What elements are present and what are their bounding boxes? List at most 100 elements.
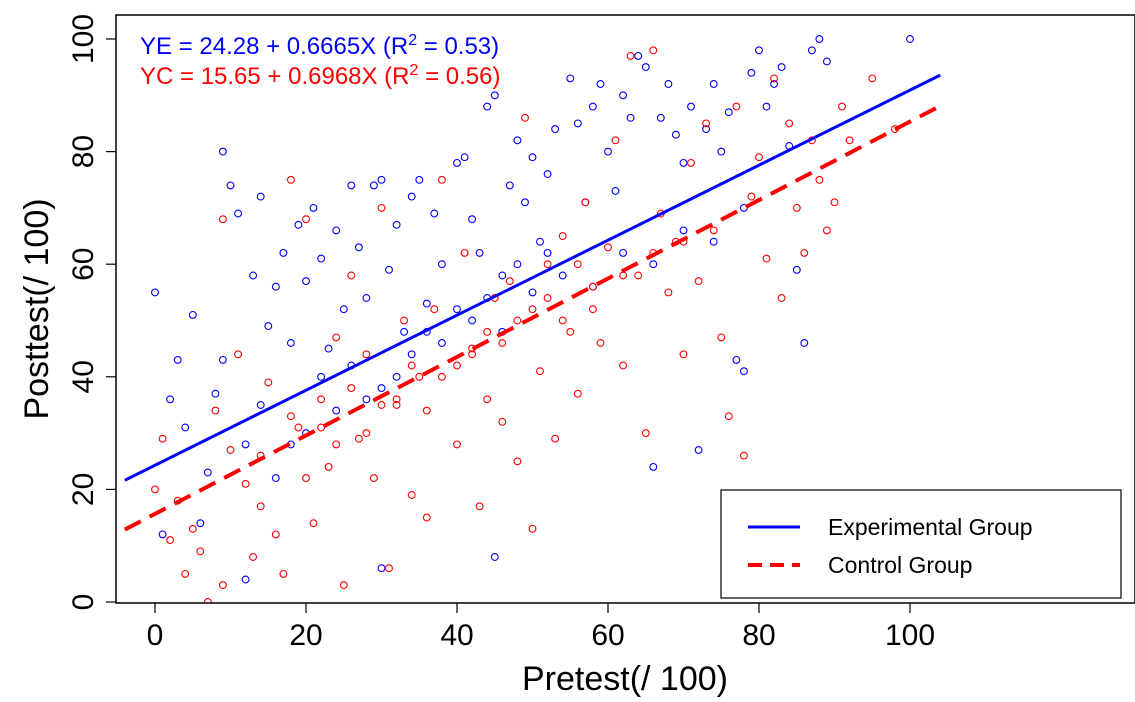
experimental-point — [807, 46, 816, 55]
control-point — [588, 282, 597, 291]
experimental-point — [611, 187, 620, 195]
experimental-point — [671, 130, 680, 139]
control-point — [815, 175, 824, 184]
y-tick-label: 80 — [67, 135, 100, 168]
control-point — [369, 474, 378, 483]
experimental-point — [596, 80, 605, 88]
experimental-point — [543, 170, 552, 179]
experimental-point — [732, 355, 741, 364]
x-tick-label: 60 — [591, 619, 624, 652]
experimental-point — [709, 80, 718, 88]
experimental-point — [717, 147, 726, 156]
experimental-point — [369, 181, 378, 190]
control-point — [785, 119, 794, 128]
control-point — [218, 581, 227, 590]
control-point — [271, 530, 280, 539]
experimental-point — [256, 401, 265, 409]
control-point — [536, 367, 544, 376]
experimental-point — [241, 440, 250, 449]
y-tick-label: 0 — [67, 594, 100, 611]
control-equation-sup: 2 — [410, 62, 419, 79]
control-equation: YC = 15.65 + 0.6968X (R2 = 0.56) — [140, 62, 500, 90]
control-point — [505, 277, 514, 286]
experimental-point — [241, 575, 250, 584]
control-point — [332, 440, 341, 449]
control-point — [422, 513, 431, 522]
experimental-point — [407, 350, 416, 359]
control-point — [377, 203, 386, 212]
experimental-equation-prefix: YE = 24.28 + 0.6665X (R — [140, 33, 408, 60]
experimental-point — [317, 372, 326, 381]
experimental-point — [687, 102, 695, 111]
x-tick-label: 0 — [147, 619, 164, 652]
experimental-point — [483, 102, 492, 111]
control-point — [279, 569, 288, 578]
experimental-point — [528, 153, 537, 162]
control-point — [385, 564, 393, 573]
experimental-point — [702, 125, 711, 134]
control-point — [822, 226, 831, 235]
experimental-point — [196, 519, 205, 528]
experimental-point — [453, 158, 461, 167]
experimental-point — [332, 226, 341, 235]
control-point — [702, 119, 711, 128]
experimental-point — [573, 119, 582, 128]
control-point — [415, 372, 424, 381]
control-point — [513, 457, 522, 466]
control-point — [347, 271, 356, 280]
control-point — [256, 502, 265, 511]
experimental-point — [822, 57, 831, 66]
experimental-point — [407, 192, 416, 201]
control-point — [362, 429, 371, 438]
y-tick-label: 100 — [67, 14, 100, 64]
experimental-point — [634, 51, 643, 60]
experimental-point — [528, 288, 537, 297]
experimental-point — [453, 305, 461, 314]
experimental-point — [377, 564, 386, 573]
control-point — [558, 316, 567, 325]
control-point — [717, 333, 726, 342]
experimental-point — [286, 339, 295, 347]
experimental-equation-sup: 2 — [408, 32, 417, 49]
control-point — [422, 406, 431, 415]
control-point — [400, 316, 409, 325]
experimental-point — [800, 339, 809, 347]
experimental-point — [234, 209, 243, 218]
experimental-point — [218, 147, 227, 156]
experimental-point — [249, 271, 258, 280]
experimental-point — [551, 125, 560, 134]
experimental-point — [770, 80, 779, 88]
control-point — [468, 350, 477, 359]
control-point — [619, 361, 628, 370]
x-axis-ticks: 0 20 40 60 80 100 — [147, 603, 935, 652]
control-point — [407, 361, 416, 370]
control-point — [521, 113, 529, 122]
experimental-point — [211, 389, 220, 398]
x-tick-label: 20 — [289, 619, 322, 652]
experimental-point — [626, 113, 635, 122]
control-point — [437, 372, 446, 381]
experimental-point — [203, 468, 212, 477]
experimental-point — [724, 108, 733, 117]
control-point — [747, 192, 756, 201]
experimental-point — [641, 63, 650, 72]
control-point — [566, 327, 575, 336]
experimental-point — [166, 395, 175, 404]
control-point — [264, 378, 273, 387]
x-axis-label: Pretest(/ 100) — [522, 660, 728, 698]
experimental-point — [739, 367, 748, 376]
control-point — [218, 215, 227, 224]
control-point — [611, 136, 620, 145]
experimental-point — [490, 91, 499, 100]
legend-control-label: Control Group — [828, 552, 972, 578]
control-point — [551, 434, 560, 443]
control-point — [732, 102, 741, 111]
experimental-point — [762, 102, 771, 111]
experimental-point — [317, 254, 326, 263]
control-point — [513, 316, 522, 325]
experimental-point — [747, 68, 756, 77]
experimental-point — [158, 530, 167, 539]
y-tick-label: 40 — [67, 360, 100, 393]
experimental-point — [347, 181, 356, 190]
experimental-point — [490, 553, 499, 561]
